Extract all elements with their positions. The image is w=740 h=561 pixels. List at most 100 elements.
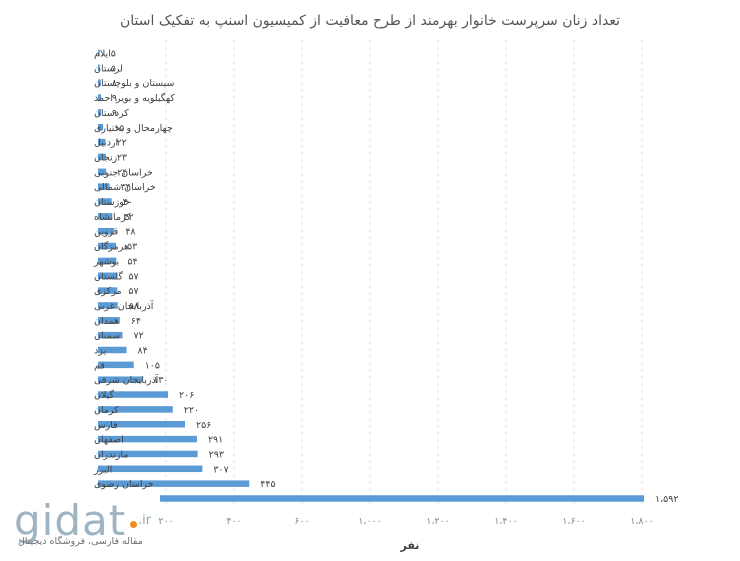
y-category-label: کهگیلویه و بویر احمد (94, 92, 175, 104)
y-category-label: سمنان (94, 331, 120, 342)
bar-value-label: ۲۹۱ (208, 435, 223, 446)
bar-value-label: ۵۳ (127, 242, 137, 253)
chart-title: تعداد زنان سرپرست خانوار بهرمند از طرح م… (120, 13, 620, 29)
bar (98, 94, 102, 101)
bar (98, 153, 106, 161)
x-tick-label: ۱،۲۰۰ (426, 516, 449, 527)
x-tick-label: ۱،۶۰۰ (562, 516, 585, 527)
y-category-label: بوشهر (93, 256, 119, 267)
bar (98, 242, 117, 250)
y-category-label: چهارمحال و بختیاری (94, 123, 173, 134)
bar-value-label: ۱۳۰ (153, 375, 168, 386)
x-tick-label: ۲۰۰ (158, 516, 173, 527)
site-watermark-logo: gidat .ir مقاله فارسی، فروشگاه دیجیتال (14, 496, 174, 556)
y-category-label: آذربایجان غربی (94, 299, 154, 312)
y-category-label: اردبیل (94, 138, 118, 149)
bar (98, 435, 197, 443)
bar-value-label: ۲۳ (117, 152, 127, 163)
y-category-label: خراسان شمالی (94, 182, 156, 193)
bar (98, 138, 106, 146)
x-tick-label: ۶۰۰ (294, 516, 309, 527)
bar (98, 272, 118, 279)
bar-value-label: ۲۴ (117, 167, 127, 178)
bar (98, 183, 110, 190)
y-category-label: خراسان جنوبی (94, 167, 153, 178)
bar (98, 331, 123, 339)
bar (98, 480, 250, 487)
bar-value-label: ۳۴ (121, 182, 131, 193)
y-category-label: اصفهان (94, 435, 124, 446)
bar-value-label: ۹ (112, 108, 117, 119)
bar (98, 124, 104, 131)
bar (160, 495, 644, 502)
y-category-label: خراسان رضوی (94, 479, 154, 490)
y-category-label: هرمزگان (94, 241, 129, 253)
bar-value-label: ۱۵ (114, 123, 124, 134)
bar-value-label: ۲۲ (116, 138, 126, 149)
bar (98, 391, 169, 398)
bar (98, 257, 117, 265)
bar (98, 198, 112, 205)
bar-value-label: ۲۹۳ (209, 449, 224, 460)
bar-value-label: ۶۴ (131, 316, 141, 327)
watermark-tagline: مقاله فارسی، فروشگاه دیجیتال (18, 536, 143, 547)
y-category-label: البرز (93, 464, 112, 475)
y-category-label: کرمانشاه (94, 212, 131, 223)
bar (98, 168, 107, 176)
bar-value-label: ۴۸ (125, 227, 135, 238)
bar (98, 421, 186, 428)
watermark-brand: gidat (14, 496, 127, 545)
bar-value-label: ۸۴ (138, 346, 148, 357)
bar (98, 49, 100, 57)
y-category-label: کرمان (94, 405, 119, 416)
bar-value-label: ۵۴ (127, 256, 137, 267)
bar (98, 213, 113, 220)
y-category-label: آذربایجان شرقی (94, 373, 159, 386)
bar (98, 302, 118, 309)
bar-value-label: ۴۴۵ (260, 479, 275, 490)
x-tick-label: ۱،۰۰۰ (358, 516, 381, 527)
y-category-label: فارس (94, 420, 118, 431)
watermark-tld: .ir (138, 513, 152, 528)
y-category-label: ایلام (94, 49, 111, 60)
y-category-label: قزوین (94, 227, 118, 238)
bar-value-label: ۲۵۶ (196, 420, 211, 431)
bar-value-label: ۵ (111, 49, 116, 60)
y-category-label: سیستان و بلوچستان (94, 78, 174, 89)
bar (98, 450, 198, 458)
x-tick-label: ۱،۴۰۰ (494, 516, 517, 527)
x-tick-label: ۱،۸۰۰ (630, 516, 653, 527)
x-tick-label: ۴۰۰ (226, 516, 241, 527)
y-category-label: لرستان (94, 63, 123, 74)
bar (98, 406, 173, 413)
bar-value-label: ۲۰۶ (179, 390, 194, 401)
y-category-label: یزد (94, 346, 106, 357)
bar-value-label: ۷۲ (133, 331, 143, 342)
bar-value-label: ۸ (112, 78, 117, 89)
y-category-label: مرکزی (94, 286, 122, 297)
bar (98, 79, 101, 86)
bar (98, 287, 118, 294)
bar (98, 376, 143, 383)
watermark-dot-icon (130, 521, 137, 528)
bar-value-label: ۲۲۰ (184, 405, 199, 416)
y-category-label: همدان (94, 316, 119, 327)
bar-value-label: ۵ (111, 63, 116, 74)
bar-value-label: ۵۸ (129, 301, 139, 312)
bar (98, 64, 100, 72)
y-category-label: کردستان (94, 108, 129, 119)
bar-value-label: ۵۷ (128, 271, 138, 282)
bar (98, 317, 120, 324)
y-category-label: گلستان (94, 270, 123, 282)
y-category-label: زنجان (94, 152, 118, 163)
bar (98, 361, 134, 369)
bar-value-label: ۹ (112, 93, 117, 104)
y-category-label: مازندران (94, 449, 128, 460)
bar-value-label: ۳۰۷ (213, 464, 228, 475)
bar-value-label: ۴۰ (123, 197, 133, 208)
bar (98, 109, 102, 116)
x-axis-title: نفر (400, 539, 420, 552)
y-category-label: خوزستان (94, 197, 130, 208)
y-category-label: گیلان (94, 389, 115, 401)
